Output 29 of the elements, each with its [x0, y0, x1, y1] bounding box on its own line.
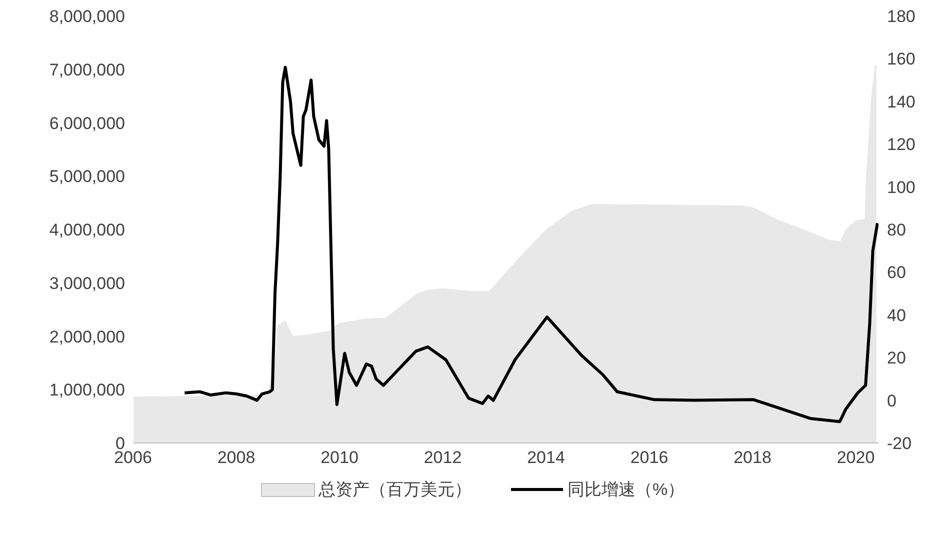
y2-tick-label: 0 [887, 391, 896, 410]
y-tick-label: 5,000,000 [49, 167, 125, 186]
x-tick-label: 2018 [734, 448, 772, 468]
legend-label: 总资产（百万美元） [318, 479, 472, 501]
y2-tick-label: 180 [887, 7, 916, 26]
y2-tick-label: 120 [887, 135, 916, 154]
y2-tick-label: 80 [887, 220, 906, 240]
y2-tick-label: -20 [887, 434, 912, 454]
y-tick-label: 3,000,000 [49, 274, 125, 293]
y-tick-label: 8,000,000 [49, 7, 125, 26]
y2-tick-label: 100 [887, 178, 916, 197]
x-tick-label: 2010 [320, 448, 358, 468]
y2-tick-label: 60 [887, 263, 906, 282]
x-tick-label: 2008 [217, 448, 256, 468]
y2-tick-label: 140 [887, 92, 916, 112]
y-tick-label: 2,000,000 [49, 327, 125, 346]
legend-label: 同比增速（%） [567, 479, 685, 501]
y-tick-label: 7,000,000 [49, 60, 125, 80]
x-tick-label: 2012 [424, 448, 462, 468]
x-tick-label: 2020 [836, 448, 875, 468]
y2-tick-label: 40 [887, 306, 906, 325]
y-tick-label: 6,000,000 [49, 114, 125, 133]
x-tick-label: 2006 [114, 448, 152, 468]
y2-tick-label: 160 [887, 50, 916, 69]
x-tick-label: 2014 [527, 448, 565, 468]
y-tick-label: 1,000,000 [49, 380, 125, 400]
x-tick-label: 2016 [630, 448, 668, 468]
y-tick-label: 4,000,000 [49, 220, 125, 240]
y2-tick-label: 20 [887, 348, 906, 368]
